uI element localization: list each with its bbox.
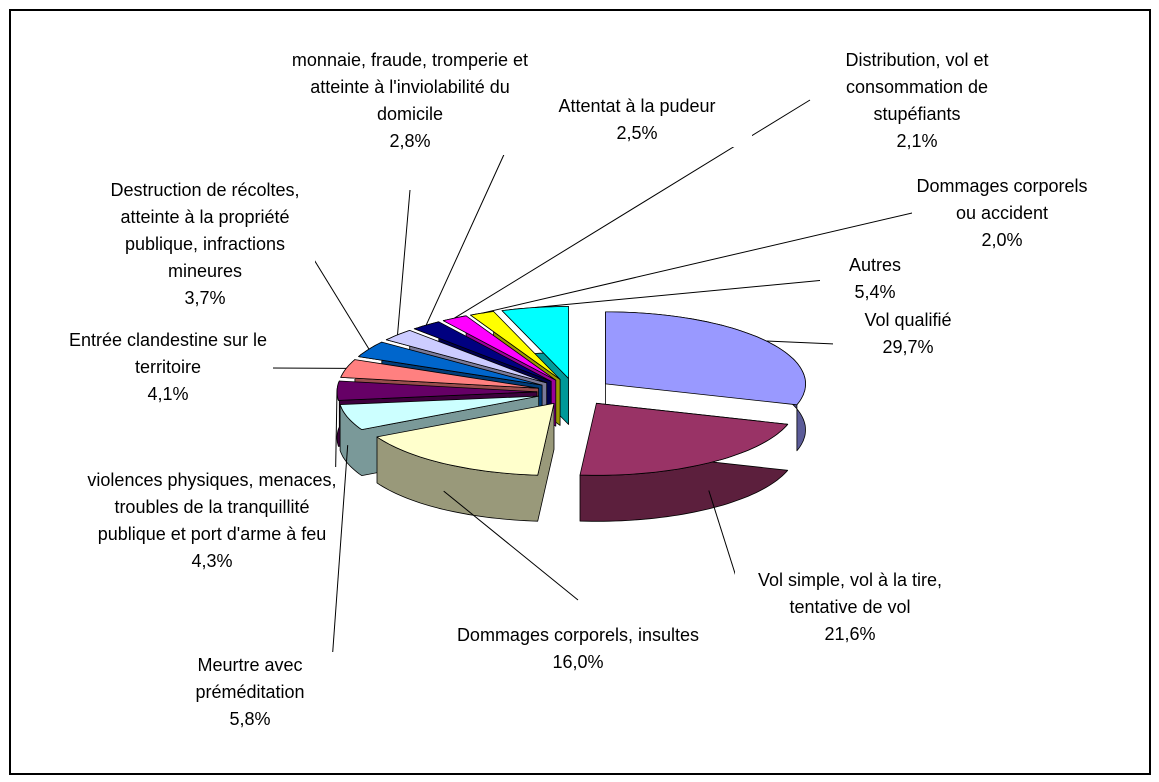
category-label: Distribution, vol et consommation de stu… [845,50,989,124]
data-label: Vol qualifié 29,7% [833,307,983,361]
value-label: 3,7% [184,288,226,308]
category-label: Vol qualifié [864,310,952,330]
leader-line [397,189,411,335]
data-label: Entrée clandestine sur le territoire 4,1% [63,327,273,408]
category-label: Attentat à la pudeur [558,96,716,116]
data-label: Destruction de récoltes, atteinte à la p… [95,177,315,312]
category-label: Entrée clandestine sur le territoire [68,330,268,377]
value-label: 2,1% [896,131,938,151]
value-label: 21,6% [824,624,876,644]
value-label: 5,4% [854,282,896,302]
data-label: Distribution, vol et consommation de stu… [817,47,1017,155]
leader-line [481,209,926,314]
category-label: violences physiques, menaces, troubles d… [87,470,337,544]
category-label: Meurtre avec préméditation [195,655,305,702]
slice-top [340,359,539,389]
value-label: 5,8% [229,709,271,729]
value-label: 4,3% [191,551,233,571]
leader-line [331,445,349,663]
slice-top [339,395,540,430]
slice-top [376,403,555,476]
data-label: Dommages corporels, insultes 16,0% [448,622,708,676]
chart-frame [9,9,1151,775]
leader-line [304,244,370,350]
leader-line [443,490,579,601]
value-label: 4,1% [147,384,189,404]
data-label: monnaie, fraude, tromperie et atteinte à… [285,47,535,155]
data-label: violences physiques, menaces, troubles d… [87,467,337,575]
category-label: Destruction de récoltes, atteinte à la p… [110,180,300,281]
value-label: 29,7% [882,337,934,357]
data-label: Vol simple, vol à la tire, tentative de … [735,567,965,648]
data-label: Attentat à la pudeur 2,5% [522,93,752,147]
slice-top [579,402,789,476]
leader-line [534,279,826,308]
data-label: Autres 5,4% [820,252,930,306]
slice-top [605,311,806,406]
category-label: Autres [848,255,902,275]
value-label: 2,0% [981,230,1023,250]
slice-top [470,311,561,380]
category-label: monnaie, fraude, tromperie et atteinte à… [291,50,529,124]
value-label: 16,0% [552,652,604,672]
value-label: 2,5% [616,123,658,143]
category-label: Dommages corporels ou accident [916,176,1088,223]
value-label: 2,8% [389,131,431,151]
data-label: Meurtre avec préméditation 5,8% [165,652,335,733]
data-label: Dommages corporels ou accident 2,0% [912,173,1092,254]
category-label: Vol simple, vol à la tire, tentative de … [757,570,943,617]
category-label: Dommages corporels, insultes [456,625,700,645]
